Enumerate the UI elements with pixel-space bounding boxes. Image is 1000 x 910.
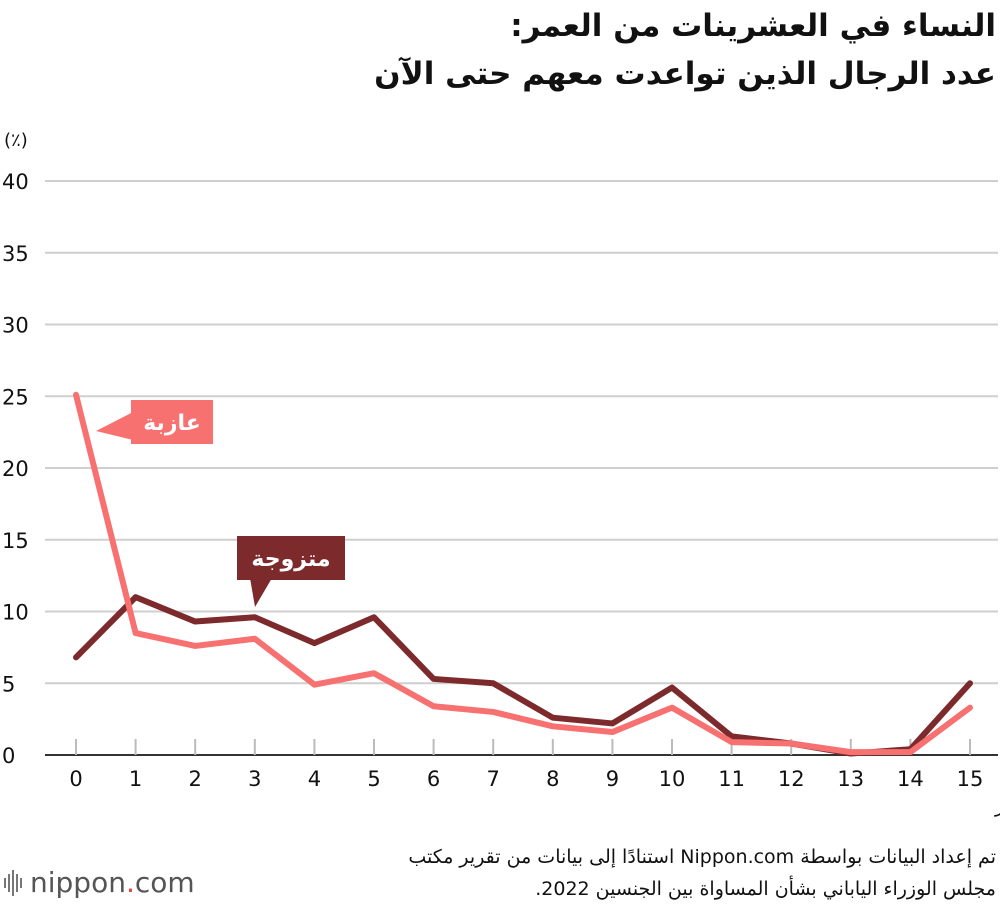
y-unit-label: (٪) bbox=[4, 130, 28, 151]
x-tick-label: 12 bbox=[778, 767, 805, 791]
chart-title: النساء في العشرينات من العمر: عدد الرجال… bbox=[6, 2, 996, 98]
series-line-single bbox=[73, 391, 973, 756]
x-tick-label: 3 bbox=[248, 767, 261, 791]
x-tick-label: 11 bbox=[718, 767, 745, 791]
x-tick-label: 2 bbox=[189, 767, 202, 791]
legend-married-label: متزوجة bbox=[251, 547, 330, 572]
x-tick-note: أو أكثر bbox=[994, 793, 1000, 817]
y-tick-label: 0 bbox=[2, 744, 15, 768]
x-tick-label: 5 bbox=[367, 767, 380, 791]
x-tick-label: 15 bbox=[957, 767, 984, 791]
y-tick-label: 35 bbox=[2, 242, 29, 266]
x-tick-label: 14 bbox=[897, 767, 924, 791]
legend-married-pointer bbox=[250, 578, 272, 607]
y-tick-label: 15 bbox=[2, 529, 29, 553]
series-line-married bbox=[73, 594, 973, 757]
legend-single-pointer bbox=[96, 412, 133, 440]
x-tick-label: 0 bbox=[69, 767, 82, 791]
x-tick-label: 7 bbox=[487, 767, 500, 791]
x-tick-label: 13 bbox=[837, 767, 864, 791]
x-tick-label: 9 bbox=[606, 767, 619, 791]
footnote-line-1: تم إعداد البيانات بواسطة Nippon.com استن… bbox=[408, 846, 996, 868]
y-tick-label: 25 bbox=[2, 385, 29, 409]
y-tick-label: 30 bbox=[2, 314, 29, 338]
legend-single-box bbox=[131, 400, 213, 444]
legend-single-label: عازبة bbox=[143, 411, 201, 436]
legend-married-box bbox=[237, 536, 345, 580]
x-tick-label: 8 bbox=[546, 767, 559, 791]
y-tick-label: 40 bbox=[2, 170, 29, 194]
y-tick-label: 10 bbox=[2, 601, 29, 625]
x-tick-label: 10 bbox=[659, 767, 686, 791]
x-tick-label: 6 bbox=[427, 767, 440, 791]
y-tick-label: 5 bbox=[2, 672, 15, 696]
footnote-line-2: مجلس الوزراء الياباني بشأن المساواة بين … bbox=[535, 878, 996, 900]
title-line-2: عدد الرجال الذين تواعدت معهم حتى الآن bbox=[374, 56, 996, 92]
x-tick-label: 4 bbox=[308, 767, 321, 791]
nippon-logo: nippon. com bbox=[4, 866, 195, 899]
logo-bars-icon bbox=[4, 869, 22, 897]
y-tick-label: 20 bbox=[2, 457, 29, 481]
x-tick-label: 1 bbox=[129, 767, 142, 791]
logo-suffix: com bbox=[134, 866, 195, 899]
logo-dot: . bbox=[125, 866, 135, 899]
logo-word: nippon bbox=[30, 866, 126, 899]
title-line-1: النساء في العشرينات من العمر: bbox=[510, 8, 996, 44]
